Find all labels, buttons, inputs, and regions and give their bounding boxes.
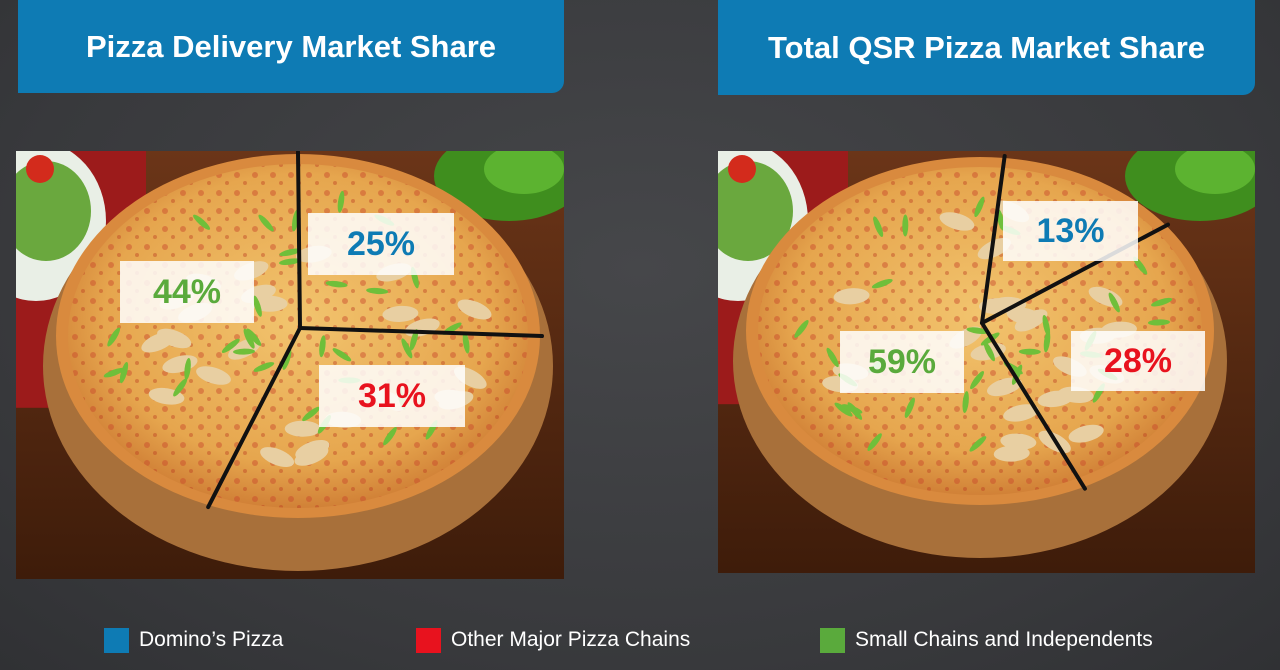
salad-leaves: [718, 161, 793, 261]
chicken-topping: [260, 447, 295, 468]
chicken-topping: [457, 299, 492, 320]
pepper-topping: [969, 436, 987, 452]
slice-cut-line-2: [980, 321, 1087, 491]
pepper-topping: [103, 367, 125, 378]
pepper-topping: [1018, 348, 1041, 355]
chicken-topping: [993, 445, 1030, 462]
pepper-topping: [279, 258, 301, 266]
slice-cut-line-0: [980, 153, 1007, 325]
slice-cut-line-0: [296, 151, 302, 330]
pepper-topping: [279, 248, 301, 257]
pepper-topping: [1147, 319, 1170, 326]
legend-item-small-chains: Small Chains and Independents: [820, 620, 1153, 660]
chicken-topping: [196, 366, 231, 385]
pizza-pie-chart-qsr: 13% 28% 59%: [718, 151, 1255, 573]
legend-swatch-other-chains: [416, 627, 441, 653]
pepper-topping: [253, 362, 275, 372]
slice-label-small-chains: 44%: [120, 261, 254, 323]
pepper-topping: [966, 327, 989, 335]
tomato: [728, 155, 756, 183]
chicken-topping: [1003, 404, 1039, 422]
pepper-topping: [1043, 330, 1051, 353]
pepper-topping: [902, 214, 909, 237]
pepper-topping: [1133, 256, 1148, 275]
chicken-topping: [977, 237, 1011, 260]
pepper-topping: [970, 371, 985, 390]
pepper-topping: [246, 328, 262, 346]
pizza-pie-chart-delivery: 25% 31% 44%: [16, 151, 564, 579]
green-pepper-highlight: [1175, 151, 1255, 194]
chicken-topping: [284, 420, 321, 437]
salad-leaves: [16, 161, 91, 261]
chart-title-delivery: Pizza Delivery Market Share: [18, 0, 564, 93]
pepper-topping: [337, 190, 345, 213]
pepper-topping: [983, 341, 995, 362]
chicken-topping: [939, 212, 975, 231]
slice-label-other-chains: 31%: [319, 365, 465, 427]
chicken-topping: [294, 445, 329, 466]
pepper-topping: [962, 391, 969, 414]
pepper-topping: [325, 280, 348, 288]
chicken-topping: [1000, 433, 1037, 450]
legend-swatch-dominos: [104, 627, 129, 653]
pepper-topping: [233, 348, 256, 355]
chicken-topping: [1068, 424, 1104, 443]
chicken-topping: [1006, 307, 1043, 325]
legend-label-small-chains: Small Chains and Independents: [855, 628, 1153, 651]
pepper-topping: [867, 433, 882, 451]
pepper-topping: [1108, 292, 1120, 313]
pepper-topping: [409, 329, 419, 351]
slice-cut-line-2: [206, 326, 302, 510]
slice-label-other-chains: 28%: [1071, 331, 1205, 391]
pepper-topping: [302, 406, 320, 422]
tomato: [26, 155, 54, 183]
chicken-topping: [157, 328, 192, 349]
pepper-topping: [974, 196, 985, 218]
legend-label-dominos: Domino’s Pizza: [139, 628, 284, 651]
pepper-topping: [1151, 297, 1173, 307]
pepper-topping: [173, 378, 188, 397]
chicken-topping: [833, 288, 870, 305]
pepper-topping: [258, 214, 274, 232]
chart-title-qsr: Total QSR Pizza Market Share: [718, 0, 1255, 95]
pepper-topping: [253, 295, 262, 317]
pepper-topping: [383, 427, 397, 446]
pepper-topping: [221, 338, 240, 353]
pepper-topping: [794, 320, 809, 338]
pizza-photo-svg: [16, 151, 564, 579]
legend-item-other-chains: Other Major Pizza Chains: [416, 620, 690, 660]
pepper-topping: [841, 404, 863, 414]
pepper-topping: [904, 397, 915, 418]
slice-label-small-chains: 59%: [840, 331, 964, 393]
slice-cut-line-1: [298, 326, 544, 338]
pepper-topping: [826, 347, 839, 368]
pepper-topping: [366, 287, 389, 295]
pepper-topping: [871, 278, 893, 289]
pepper-topping: [873, 216, 884, 237]
pepper-topping: [184, 357, 191, 380]
pepper-topping: [243, 328, 255, 349]
slice-label-dominos: 13%: [1003, 201, 1138, 261]
pepper-topping: [462, 331, 470, 354]
slice-label-dominos: 25%: [308, 213, 454, 275]
green-pepper-highlight: [484, 151, 564, 194]
pepper-topping: [319, 335, 326, 358]
pepper-topping: [282, 348, 292, 370]
legend-label-other-chains: Other Major Pizza Chains: [451, 628, 691, 651]
pepper-topping: [193, 214, 211, 230]
legend-swatch-small-chains: [820, 627, 845, 653]
pepper-topping: [401, 338, 413, 359]
legend-item-dominos: Domino’s Pizza: [104, 620, 283, 660]
pepper-topping: [332, 348, 352, 362]
chicken-topping: [1037, 390, 1074, 408]
pepper-topping: [834, 402, 853, 417]
chicken-topping: [382, 305, 419, 322]
pepper-topping: [107, 327, 121, 347]
pepper-topping: [119, 361, 129, 384]
